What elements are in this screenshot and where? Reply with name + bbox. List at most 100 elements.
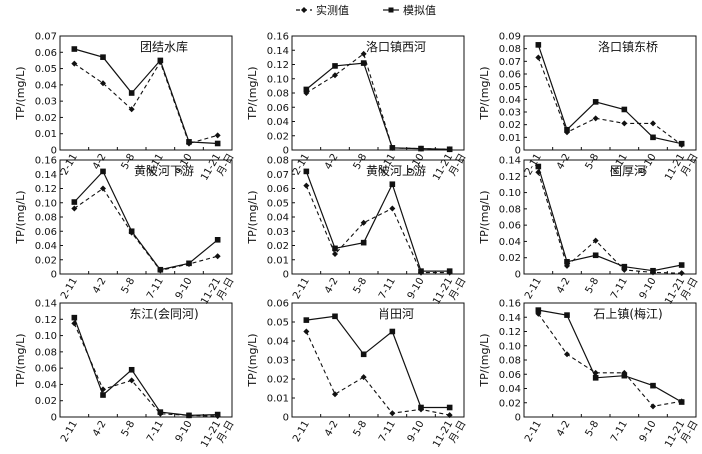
y-tick-label: 0: [51, 270, 57, 281]
data-point-measured: [389, 205, 396, 212]
y-tick-label: 0.04: [267, 213, 289, 224]
x-tick-label: 2-11: [59, 152, 80, 177]
y-tick-label: 0: [515, 146, 521, 157]
series-line-measured: [537, 57, 683, 146]
y-tick-label: 0.14: [499, 156, 521, 167]
data-point-simulated: [360, 60, 367, 66]
y-tick-label: 0.02: [499, 120, 521, 131]
data-point-simulated: [389, 145, 396, 151]
panel-title: 东江(会同河): [129, 307, 198, 321]
data-point-simulated: [678, 399, 685, 405]
series-line-simulated: [305, 171, 450, 272]
data-point-simulated: [621, 106, 628, 113]
legend-simulated-label: 模拟值: [403, 3, 436, 17]
y-tick-label: 0.04: [35, 241, 57, 252]
data-point-simulated: [303, 317, 310, 323]
y-tick-label: 0.02: [35, 396, 57, 407]
data-point-simulated: [186, 139, 192, 145]
x-tick-label: 7-11: [145, 419, 166, 444]
x-tick-label: 7-11: [609, 276, 630, 301]
y-tick-label: 0.09: [499, 32, 521, 43]
data-point-measured: [214, 253, 221, 260]
data-point-simulated: [186, 260, 192, 267]
y-tick-label: 0.06: [267, 184, 289, 195]
data-point-simulated: [592, 375, 599, 381]
y-axis-label: TP/(mg/L): [478, 333, 491, 387]
y-tick-label: 0.05: [267, 318, 289, 329]
data-point-measured: [535, 54, 542, 61]
y-tick-label: 0.12: [267, 60, 289, 71]
data-point-measured: [128, 377, 135, 384]
panel-title: 团结水库: [140, 39, 188, 54]
data-point-measured: [332, 251, 338, 258]
series-line-measured: [73, 187, 218, 272]
data-point-simulated: [564, 312, 570, 318]
data-point-measured: [303, 328, 310, 335]
x-tick-label: 2-11: [523, 276, 544, 301]
y-tick-label: 0.03: [35, 97, 57, 108]
y-tick-label: 0.07: [499, 57, 521, 68]
data-point-simulated: [128, 366, 135, 373]
data-point-simulated: [678, 140, 685, 147]
x-tick-label: 4-2: [555, 419, 573, 439]
data-point-simulated: [332, 245, 338, 252]
y-tick-label: 0.04: [35, 380, 57, 391]
data-point-simulated: [650, 267, 656, 274]
y-tick-label: 0.05: [499, 82, 521, 93]
data-point-simulated: [303, 168, 310, 175]
y-tick-label: 0.06: [35, 48, 57, 59]
x-tick-label: 4-2: [555, 152, 573, 172]
y-tick-label: 0.07: [267, 170, 289, 181]
chart-panel-9: 0 0.02 0.04 0.06 0.08 0.10 0.12 0.14 0.16 2-11 4-2…: [478, 299, 701, 450]
y-tick-label: 0.12: [499, 172, 521, 183]
y-tick-label: 0: [51, 146, 57, 157]
data-point-measured: [564, 351, 570, 358]
y-tick-label: 0.08: [35, 213, 57, 224]
y-tick-label: 0.02: [267, 131, 289, 142]
y-tick-label: 0.04: [499, 95, 521, 106]
series-line-simulated: [538, 309, 682, 403]
data-point-simulated: [360, 239, 367, 246]
y-tick-label: 0.01: [267, 255, 289, 266]
y-tick-label: 0.06: [267, 299, 289, 310]
series-line-measured: [537, 172, 682, 274]
data-point-simulated: [535, 42, 542, 48]
y-axis-label: TP/(mg/L): [14, 333, 27, 387]
panel-title: 黄陂河下游: [134, 163, 194, 178]
x-tick-label: 5-8: [584, 152, 602, 172]
y-tick-label: 0.04: [35, 80, 57, 91]
data-point-simulated: [157, 266, 164, 273]
panel-title: 洛口镇东桥: [598, 39, 658, 54]
data-point-measured: [332, 391, 338, 398]
y-tick-label: 0.12: [35, 315, 57, 326]
x-tick-label: 9-10: [174, 276, 195, 301]
y-tick-label: 0.08: [267, 156, 289, 167]
y-tick-label: 0: [283, 413, 289, 424]
x-tick-label: 9-10: [406, 419, 427, 444]
x-tick-label: 7-11: [609, 419, 630, 444]
data-point-simulated: [592, 252, 599, 259]
y-tick-label: 0.12: [499, 327, 521, 338]
data-point-measured: [360, 219, 367, 226]
y-tick-label: 0.16: [267, 32, 289, 43]
data-point-measured: [332, 72, 338, 79]
y-tick-label: 0.02: [35, 255, 57, 266]
y-tick-label: 0: [515, 270, 521, 281]
y-tick-label: 0.02: [499, 253, 521, 264]
chart-panels: 0 0.01 0.02 0.03 0.04 0.05 0.06 0.07 2-11 4-2 5-8 7…: [14, 32, 701, 450]
series-line-simulated: [537, 44, 682, 145]
x-tick-label: 4-2: [555, 276, 573, 296]
data-point-simulated: [214, 411, 221, 418]
data-point-simulated: [71, 314, 78, 321]
y-tick-label: 0.14: [267, 46, 289, 57]
y-tick-label: 0.03: [267, 356, 289, 367]
series-line-measured: [73, 323, 218, 417]
y-axis-label: TP/(mg/L): [246, 190, 259, 244]
data-point-simulated: [71, 199, 78, 205]
data-point-simulated: [71, 46, 78, 52]
y-tick-label: 0.04: [499, 384, 521, 395]
data-point-measured: [621, 120, 628, 127]
data-point-measured: [389, 410, 396, 417]
x-tick-label: 4-2: [323, 276, 341, 296]
